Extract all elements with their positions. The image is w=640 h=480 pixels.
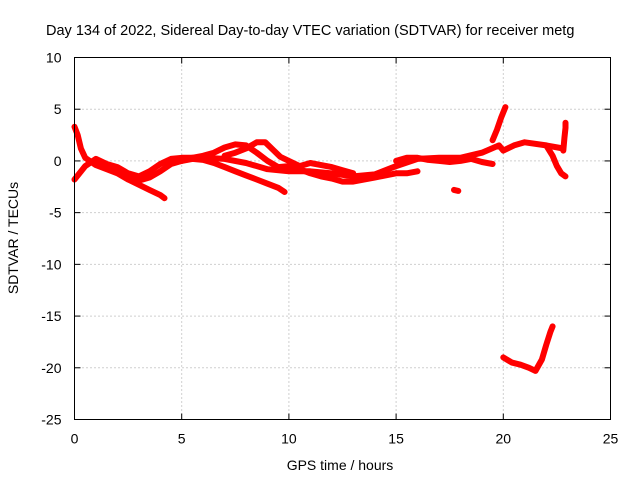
x-tick-label: 5 bbox=[178, 431, 186, 447]
x-tick-labels: 0 5 10 15 20 25 bbox=[71, 431, 619, 447]
series-trace-10 bbox=[560, 119, 569, 154]
x-tick-label: 20 bbox=[496, 431, 512, 447]
axis-ticks bbox=[74, 57, 611, 420]
series-trace-4 bbox=[178, 141, 421, 185]
series-trace-5 bbox=[221, 139, 357, 177]
y-tick-label: 10 bbox=[46, 50, 62, 66]
series-trace-2 bbox=[71, 139, 567, 183]
series-trace-7 bbox=[489, 104, 509, 144]
x-tick-label: 25 bbox=[603, 431, 619, 447]
y-tick-label: -15 bbox=[41, 308, 61, 324]
y-axis-label: SDTVAR / TECUs bbox=[5, 182, 21, 294]
series-trace-9 bbox=[543, 142, 569, 180]
x-tick-label: 15 bbox=[388, 431, 404, 447]
chart-title: Day 134 of 2022, Sidereal Day-to-day VTE… bbox=[46, 23, 574, 39]
x-axis-label: GPS time / hours bbox=[287, 457, 394, 473]
y-tick-label: 0 bbox=[54, 153, 62, 169]
data-series bbox=[71, 104, 569, 374]
plot-frame bbox=[74, 57, 611, 420]
y-tick-label: -20 bbox=[41, 360, 61, 376]
y-tick-label: 5 bbox=[54, 101, 62, 117]
series-trace-8 bbox=[500, 323, 556, 374]
y-tick-label: -5 bbox=[49, 205, 62, 221]
series-trace-11 bbox=[451, 186, 462, 194]
y-tick-label: -10 bbox=[41, 256, 61, 272]
y-tick-label: -25 bbox=[41, 412, 61, 428]
y-tick-labels: 10 5 0 -5 -10 -15 -20 -25 bbox=[41, 50, 61, 428]
series-trace-6 bbox=[393, 154, 496, 167]
x-tick-label: 0 bbox=[71, 431, 79, 447]
x-tick-label: 10 bbox=[281, 431, 297, 447]
